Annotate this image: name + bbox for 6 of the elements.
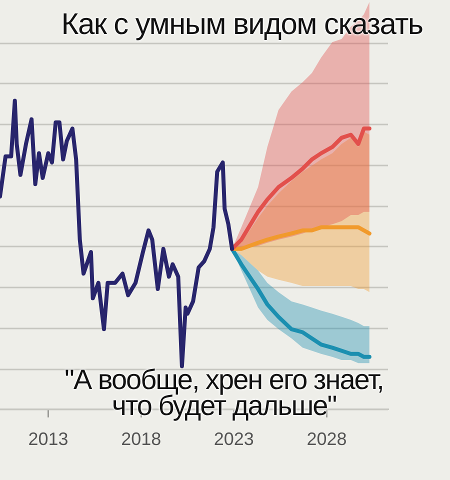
x-tick-label: 2023 <box>214 429 254 450</box>
annotation: "А вообще, хрен его знает, что будет дальше" <box>64 364 384 421</box>
x-tick-label: 2018 <box>121 429 162 450</box>
chart-title: Как с умным видом сказать <box>60 8 424 41</box>
x-tick-label: 2013 <box>28 429 68 450</box>
x-tick-label: 2028 <box>306 429 347 450</box>
